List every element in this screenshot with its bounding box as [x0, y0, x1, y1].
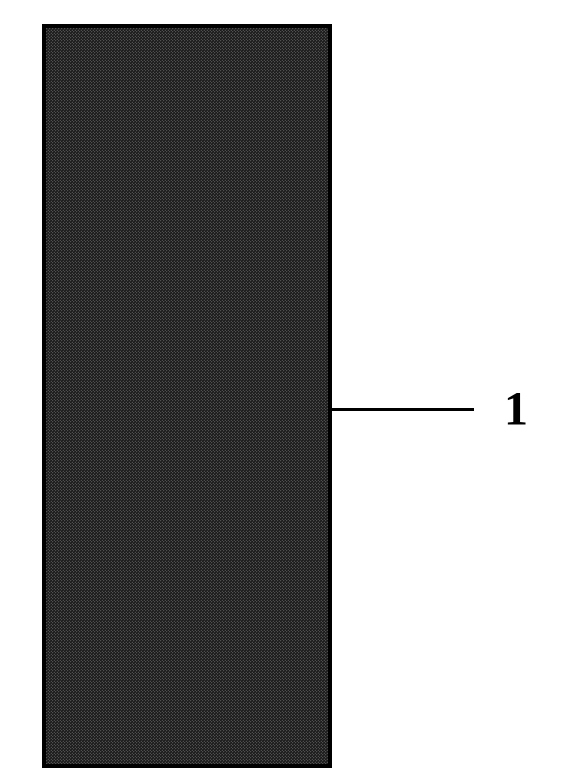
label-text: 1 [504, 383, 528, 436]
reference-label-1: 1 [504, 382, 528, 437]
rectangle-fill-texture [46, 28, 328, 764]
labeled-rectangle [42, 24, 332, 768]
leader-line [332, 408, 474, 411]
